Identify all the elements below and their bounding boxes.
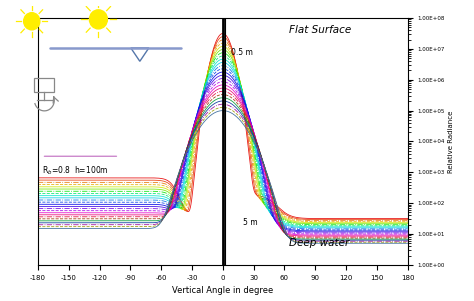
X-axis label: Vertical Angle in degree: Vertical Angle in degree bbox=[172, 286, 273, 295]
Circle shape bbox=[90, 10, 108, 29]
Text: Flat Surface: Flat Surface bbox=[289, 26, 352, 36]
Text: R$_b$=0.8  h=100m: R$_b$=0.8 h=100m bbox=[42, 165, 109, 177]
Circle shape bbox=[24, 13, 40, 30]
Text: 0.5 m: 0.5 m bbox=[231, 48, 253, 57]
Y-axis label: Relative Radiance: Relative Radiance bbox=[447, 110, 454, 173]
Bar bbox=[35, 79, 54, 92]
Text: Deep water: Deep water bbox=[289, 237, 350, 248]
Text: 5 m: 5 m bbox=[243, 218, 258, 227]
